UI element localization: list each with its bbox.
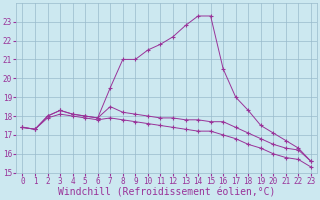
X-axis label: Windchill (Refroidissement éolien,°C): Windchill (Refroidissement éolien,°C): [58, 187, 276, 197]
